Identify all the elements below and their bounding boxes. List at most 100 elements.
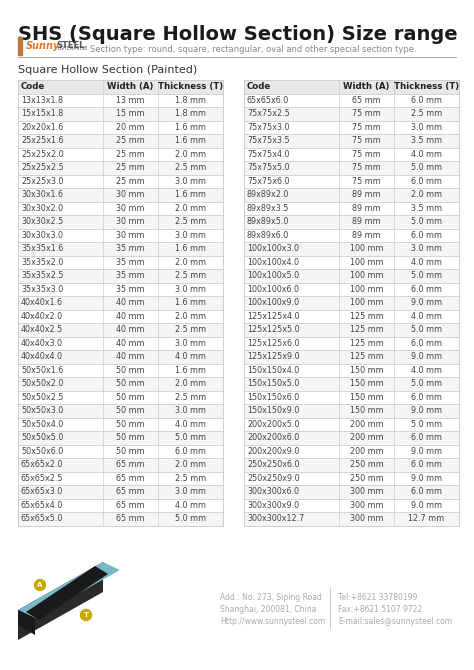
Text: 250 mm: 250 mm <box>350 460 383 469</box>
Bar <box>244 417 459 431</box>
Text: 250x250x6.0: 250x250x6.0 <box>247 460 300 469</box>
Text: 40 mm: 40 mm <box>116 352 145 361</box>
Text: 5.0 mm: 5.0 mm <box>175 515 206 523</box>
Text: 75x75x4.0: 75x75x4.0 <box>247 150 290 159</box>
Bar <box>18 336 223 350</box>
Text: 25x25x2.5: 25x25x2.5 <box>21 163 64 172</box>
Text: 4.0 mm: 4.0 mm <box>411 150 442 159</box>
Text: 75x75x6.0: 75x75x6.0 <box>247 177 290 186</box>
Bar <box>244 404 459 417</box>
Bar <box>244 512 459 525</box>
Text: Add.: No. 273, Siping Road: Add.: No. 273, Siping Road <box>220 594 322 602</box>
Text: 5.0 mm: 5.0 mm <box>175 433 206 442</box>
Text: 25 mm: 25 mm <box>116 177 145 186</box>
Text: 15x15x1.8: 15x15x1.8 <box>21 109 63 118</box>
Text: 1.6 mm: 1.6 mm <box>175 298 206 308</box>
Bar <box>18 121 223 134</box>
Text: 200x200x5.0: 200x200x5.0 <box>247 419 300 429</box>
Bar <box>244 94 459 107</box>
Bar <box>18 215 223 228</box>
Bar <box>18 323 223 336</box>
Bar <box>244 296 459 310</box>
Text: 100x100x3.0: 100x100x3.0 <box>247 245 299 253</box>
Text: 35x35x2.5: 35x35x2.5 <box>21 271 64 280</box>
Text: 20x20x1.6: 20x20x1.6 <box>21 123 63 132</box>
Text: 2.5 mm: 2.5 mm <box>175 325 206 334</box>
Text: 150x150x6.0: 150x150x6.0 <box>247 393 299 402</box>
Text: 3.0 mm: 3.0 mm <box>175 230 206 240</box>
Text: 300 mm: 300 mm <box>350 515 383 523</box>
Bar <box>18 472 223 485</box>
Bar <box>18 296 223 310</box>
Polygon shape <box>18 562 103 640</box>
Text: 4.0 mm: 4.0 mm <box>175 352 206 361</box>
Text: Http://www.sunnysteel.com: Http://www.sunnysteel.com <box>220 618 325 626</box>
Text: 30 mm: 30 mm <box>116 190 145 199</box>
Text: 300x300x12.7: 300x300x12.7 <box>247 515 304 523</box>
Text: T: T <box>83 612 89 618</box>
Text: 35x35x1.6: 35x35x1.6 <box>21 245 63 253</box>
Text: 300 mm: 300 mm <box>350 487 383 496</box>
Text: 250x250x9.0: 250x250x9.0 <box>247 474 300 483</box>
Bar <box>18 485 223 498</box>
Text: 50x50x5.0: 50x50x5.0 <box>21 433 64 442</box>
Bar <box>18 147 223 161</box>
Text: 4.0 mm: 4.0 mm <box>411 312 442 321</box>
Bar <box>244 174 459 188</box>
Bar <box>18 255 223 269</box>
Text: 35 mm: 35 mm <box>116 245 145 253</box>
Text: 75x75x3.5: 75x75x3.5 <box>247 136 290 145</box>
Text: 4.0 mm: 4.0 mm <box>411 258 442 267</box>
Text: 4.0 mm: 4.0 mm <box>411 366 442 375</box>
Text: 6.0 mm: 6.0 mm <box>411 460 442 469</box>
Bar <box>18 310 223 323</box>
Text: E-mail:sales@sunnysteel.com: E-mail:sales@sunnysteel.com <box>338 618 452 626</box>
Text: 6.0 mm: 6.0 mm <box>411 230 442 240</box>
Text: Tel:+8621 33780199: Tel:+8621 33780199 <box>338 594 418 602</box>
Text: 2.0 mm: 2.0 mm <box>175 258 206 267</box>
Bar <box>244 188 459 202</box>
Text: 100 mm: 100 mm <box>350 298 383 308</box>
Text: 6.0 mm: 6.0 mm <box>175 447 206 456</box>
Text: 9.0 mm: 9.0 mm <box>411 447 442 456</box>
Text: 40 mm: 40 mm <box>116 298 145 308</box>
Text: STEEL: STEEL <box>56 42 84 50</box>
Polygon shape <box>18 610 35 635</box>
Text: 100x100x5.0: 100x100x5.0 <box>247 271 299 280</box>
Bar <box>18 377 223 391</box>
Text: 89x89x6.0: 89x89x6.0 <box>247 230 289 240</box>
Text: Thickness (T): Thickness (T) <box>158 82 223 91</box>
Bar <box>18 37 22 55</box>
Text: 75 mm: 75 mm <box>352 136 381 145</box>
Bar <box>244 472 459 485</box>
Text: 65x65x5.0: 65x65x5.0 <box>21 515 64 523</box>
Bar <box>18 161 223 174</box>
Text: 125 mm: 125 mm <box>350 352 383 361</box>
Text: 50x50x2.5: 50x50x2.5 <box>21 393 64 402</box>
Text: 150x150x9.0: 150x150x9.0 <box>247 406 300 415</box>
Text: 125x125x4.0: 125x125x4.0 <box>247 312 300 321</box>
Bar <box>18 498 223 512</box>
Text: 50 mm: 50 mm <box>116 419 145 429</box>
Text: 3.5 mm: 3.5 mm <box>411 136 442 145</box>
Text: 13 mm: 13 mm <box>116 96 145 105</box>
Text: 3.0 mm: 3.0 mm <box>175 487 206 496</box>
Bar <box>18 269 223 283</box>
Text: 50 mm: 50 mm <box>116 433 145 442</box>
Bar <box>18 283 223 296</box>
Text: 5.0 mm: 5.0 mm <box>411 271 442 280</box>
Bar <box>18 242 223 255</box>
Text: 65x65x3.0: 65x65x3.0 <box>21 487 63 496</box>
Text: 6.0 mm: 6.0 mm <box>411 393 442 402</box>
Polygon shape <box>26 566 108 620</box>
Text: 2.5 mm: 2.5 mm <box>175 217 206 226</box>
Text: 25x25x1.6: 25x25x1.6 <box>21 136 64 145</box>
Text: 30x30x1.6: 30x30x1.6 <box>21 190 63 199</box>
Text: 1.6 mm: 1.6 mm <box>175 190 206 199</box>
Text: 6.0 mm: 6.0 mm <box>411 177 442 186</box>
Text: Width (A): Width (A) <box>107 82 154 91</box>
Text: 2.5 mm: 2.5 mm <box>175 163 206 172</box>
Text: 2.0 mm: 2.0 mm <box>175 312 206 321</box>
Text: 9.0 mm: 9.0 mm <box>411 298 442 308</box>
Text: 20 mm: 20 mm <box>116 123 145 132</box>
